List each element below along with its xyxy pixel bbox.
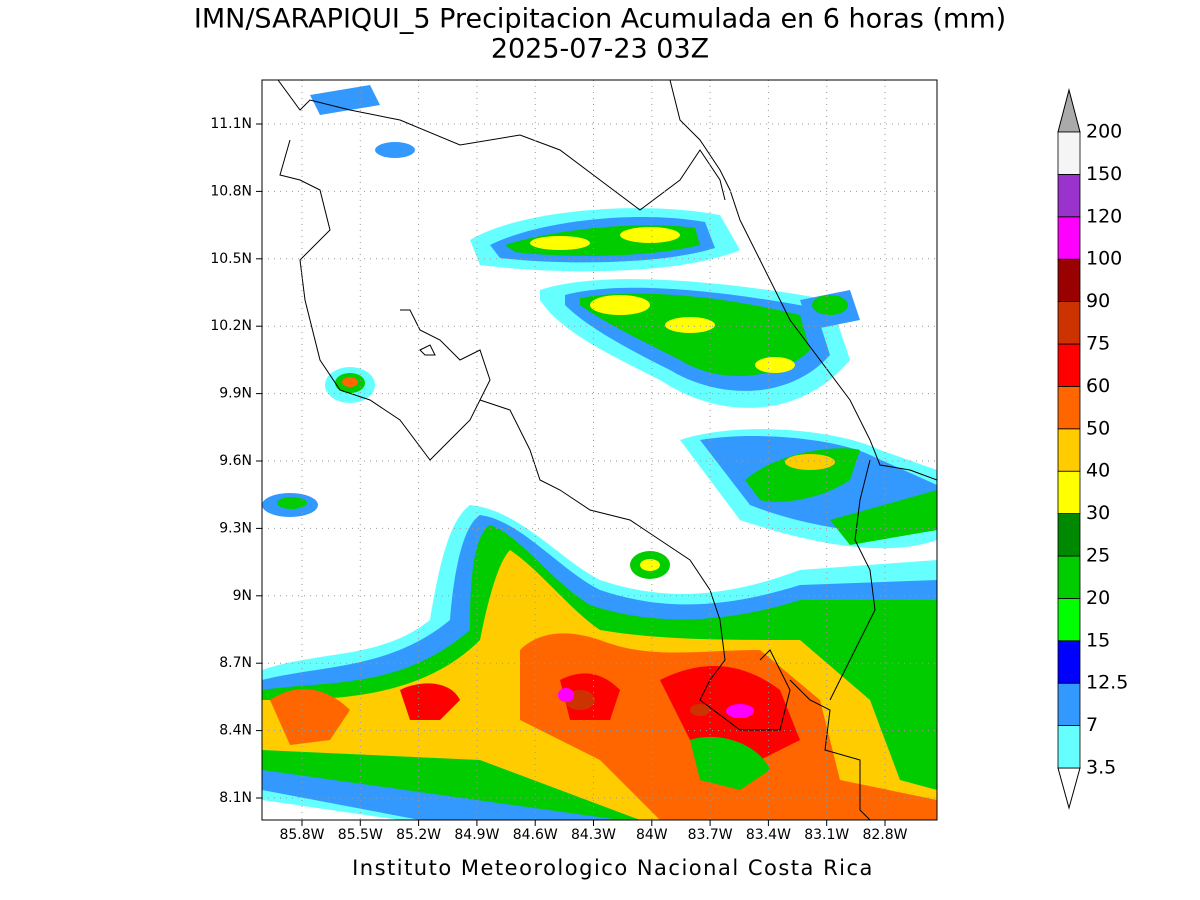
lon-label: 83.7W [688,827,733,843]
colorbar-label: 3.5 [1086,757,1116,779]
lat-label: 10.5N [210,251,252,267]
lon-label: 85.5W [338,827,383,843]
colorbar-segment [1057,301,1081,345]
colorbar-segment [1057,258,1081,303]
colorbar-label: 120 [1086,205,1122,227]
footer: Instituto Meteorologico Nacional Costa R… [352,856,874,880]
colorbar-label: 100 [1086,248,1122,270]
colorbar-label: 20 [1086,587,1110,609]
colorbar-label: 150 [1086,163,1122,185]
colorbar-label: 25 [1086,545,1110,567]
colorbar-segment [1057,428,1081,472]
lon-label: 85.8W [279,827,324,843]
colorbar-segment [1057,131,1081,175]
colorbar-segment [1057,470,1081,515]
lon-label: 84.6W [513,827,558,843]
colorbar-segment [1057,682,1081,727]
colorbar-below [1057,767,1081,810]
colorbar-segment [1057,173,1081,218]
colorbar-label: 12.5 [1086,672,1128,694]
colorbar-label: 90 [1086,290,1110,312]
lon-label: 83.1W [804,827,849,843]
colorbar-segment [1057,640,1081,684]
colorbar-label: 40 [1086,460,1110,482]
lat-label: 10.8N [210,183,252,199]
lat-label: 8.7N [219,655,252,671]
map-frame [261,79,938,821]
colorbar-label: 7 [1086,714,1098,736]
lat-label: 10.2N [210,318,252,334]
lon-label: 84.3W [571,827,616,843]
lat-label: 8.4N [219,723,252,739]
colorbar-segment [1057,555,1081,599]
precip-field [262,85,937,820]
lat-label: 11.1N [210,116,252,132]
colorbar-label: 60 [1086,375,1110,397]
colorbar-segment [1057,598,1081,642]
colorbar-label: 15 [1086,629,1110,651]
colorbar-segment [1057,513,1081,557]
colorbar-segment [1057,725,1081,769]
colorbar-label: 30 [1086,502,1110,524]
lat-label: 8.1N [219,790,252,806]
lon-label: 83.4W [746,827,791,843]
lon-label: 84W [636,827,668,843]
colorbar-above [1057,88,1081,133]
colorbar-label: 200 [1086,121,1122,143]
lat-label: 9.3N [219,520,252,536]
lat-label: 9N [233,588,252,604]
subtitle: 2025-07-23 03Z [491,34,709,65]
colorbar-label: 50 [1086,417,1110,439]
graticule [256,80,937,826]
colorbar-label: 75 [1086,333,1110,355]
colorbar-segment [1057,343,1081,387]
lat-label: 9.9N [219,386,252,402]
lon-label: 82.8W [862,827,907,843]
colorbar-segment [1057,216,1081,260]
lon-label: 85.2W [396,827,441,843]
lat-label: 9.6N [219,453,252,469]
colorbar-segment [1057,385,1081,430]
colorbar: 3.5 7 12.5 15 20 25 30 40 50 60 75 90 100 120 150 200 [1057,88,1128,810]
title: IMN/SARAPIQUI_5 Precipitacion Acumulada … [194,4,1006,35]
lon-label: 84.9W [454,827,499,843]
